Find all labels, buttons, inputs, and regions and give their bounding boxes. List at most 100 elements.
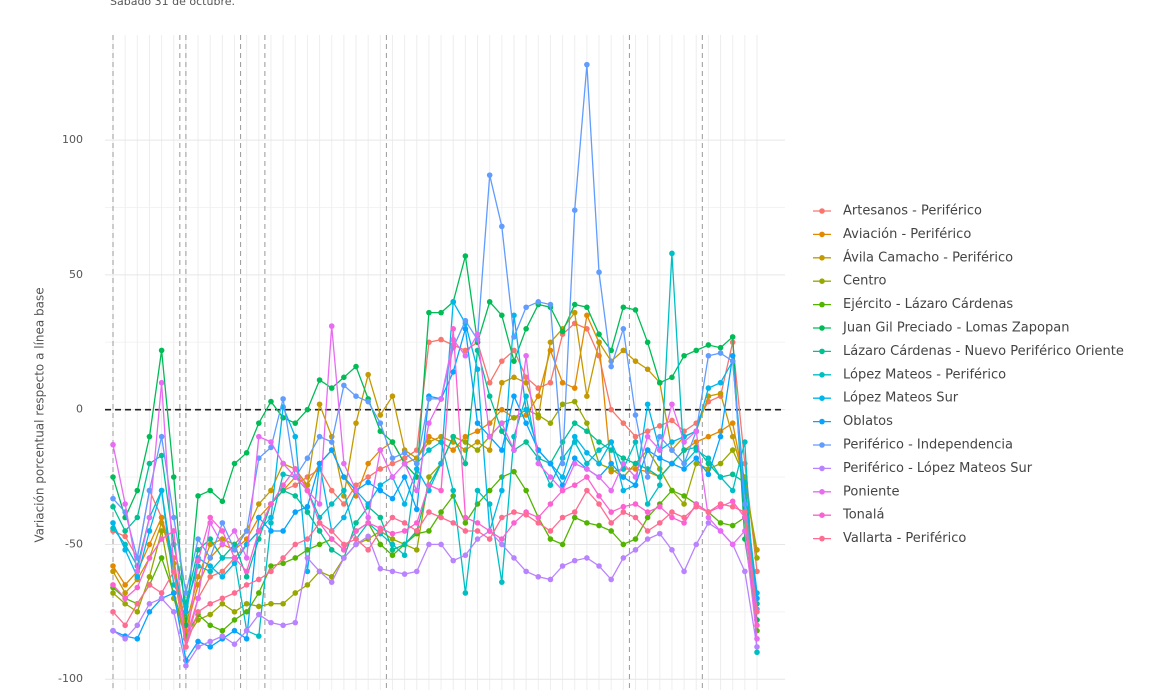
point [681,501,687,507]
point [146,528,153,534]
point [511,520,517,526]
legend-label: Centro [843,274,886,289]
point [158,555,165,561]
point [292,433,299,440]
point [559,563,566,569]
legend-label: Ávila Camacho - Periférico [843,249,1013,265]
legend-dot [819,208,825,214]
point [268,514,274,521]
point [474,487,481,494]
point [219,600,226,607]
point [170,514,177,521]
legend-dot [819,465,825,472]
point [231,617,238,623]
point [584,474,590,480]
point [693,347,700,354]
point [499,447,505,453]
point [729,487,736,494]
point [729,352,736,359]
point [547,474,554,480]
point [304,487,311,494]
point [110,520,116,526]
point [584,420,590,426]
point [511,312,517,319]
point [280,471,286,478]
legend-dot [819,325,825,331]
point [620,503,627,510]
point [584,428,590,435]
point [754,555,760,561]
y-axis-label: Variación porcentual respecto a línea ba… [33,287,47,542]
point [426,509,432,515]
point [474,447,481,453]
point [122,501,128,507]
point [158,590,165,596]
point [413,520,420,526]
point [705,460,712,467]
point [158,452,165,459]
point [656,482,663,488]
point [304,555,311,561]
point [256,611,262,618]
point [110,495,116,502]
point [341,501,347,507]
point [729,433,736,440]
point [608,466,614,472]
point [341,487,347,494]
point [462,347,469,354]
point [426,474,432,480]
point [596,439,602,445]
point [620,509,627,515]
point [122,533,128,540]
point [644,474,651,480]
y-tick-label: 100 [62,133,83,146]
point [195,644,201,650]
point [268,520,274,526]
point [243,609,250,615]
point [438,509,444,515]
point [231,528,238,534]
point [656,379,663,386]
point [365,533,371,540]
point [559,401,566,408]
point [401,455,408,461]
point [669,374,675,381]
point [656,503,663,510]
point [146,582,153,588]
point [365,460,371,467]
legend-dot [819,442,825,448]
point [110,563,116,569]
point [256,420,262,426]
point [158,514,165,521]
point [729,334,736,340]
point [450,433,457,440]
point [754,622,760,629]
point [231,590,238,596]
point [268,398,274,405]
point [547,528,554,534]
point [499,312,505,319]
point [219,627,226,634]
point [122,595,128,602]
legend-dot [819,278,825,285]
point [754,644,760,650]
point [243,568,250,575]
point [122,635,128,642]
point [486,528,493,534]
series-line [112,253,758,653]
point [644,509,651,515]
point [462,317,469,324]
point [584,449,590,456]
point [426,420,432,426]
point [462,253,469,259]
point [462,552,469,559]
point [304,406,311,413]
point [219,555,226,561]
point [717,390,724,397]
point [705,514,712,521]
point [535,520,542,526]
point [413,528,420,534]
point [486,172,493,178]
point [268,501,274,507]
point [632,307,639,313]
